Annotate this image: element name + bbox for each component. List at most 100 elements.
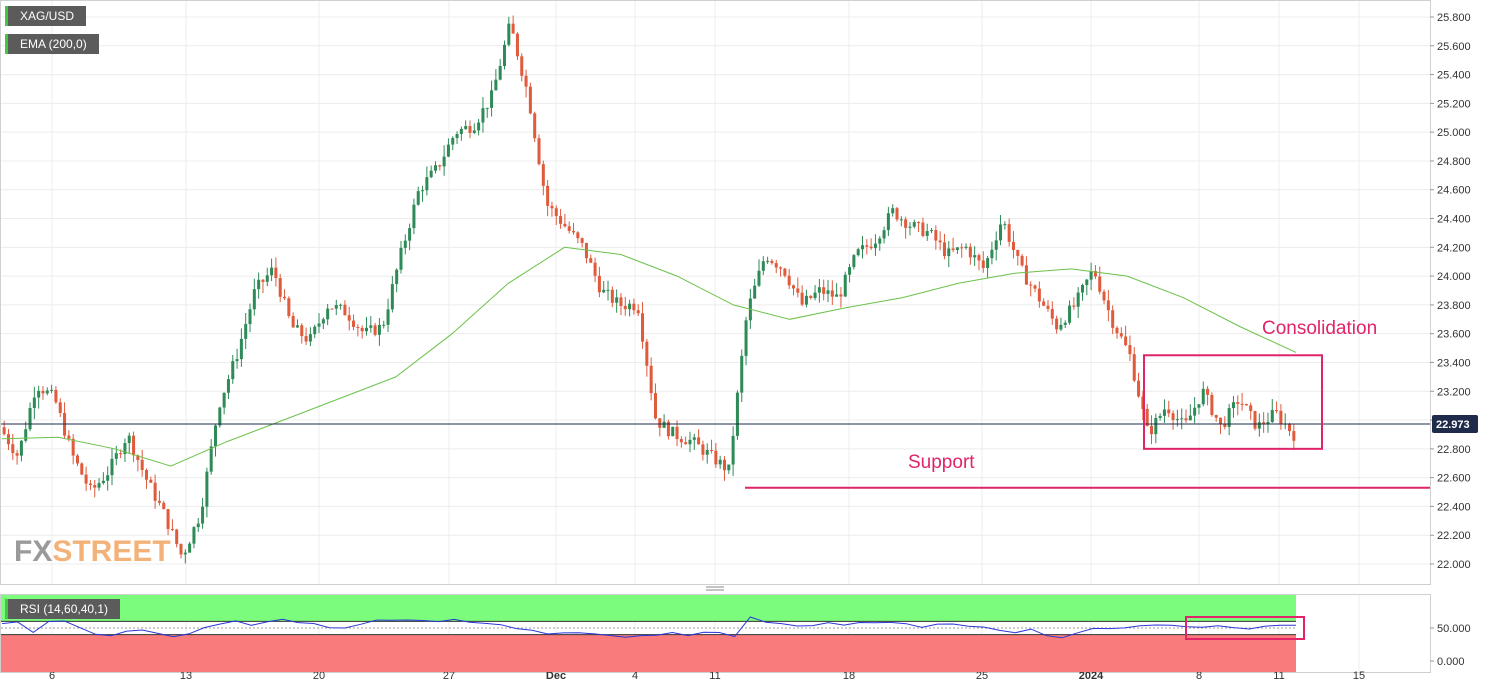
candle-body (257, 279, 261, 290)
candle-body (1184, 418, 1188, 421)
candle-body (132, 435, 136, 456)
candle-body (75, 455, 79, 464)
candle-body (1197, 404, 1201, 408)
candle-body (1063, 322, 1067, 325)
candle-body (494, 79, 498, 91)
candle-body (843, 274, 847, 297)
candle-body (653, 393, 657, 419)
symbol-tag[interactable]: XAG/USD (5, 6, 87, 26)
candle-body (787, 275, 791, 286)
candle-body (498, 66, 502, 80)
candle-body (666, 421, 670, 437)
candle-body (468, 126, 472, 133)
rsi-line (1, 616, 1296, 639)
candle-body (895, 208, 899, 220)
candle-body (830, 290, 834, 297)
candle-body (377, 324, 381, 335)
candle-body (205, 471, 209, 507)
candle-body (796, 288, 800, 293)
candle-body (196, 523, 200, 528)
candle-body (839, 294, 843, 297)
candle-body (537, 138, 541, 165)
candle-body (1201, 388, 1205, 405)
candle-body (317, 323, 321, 327)
candle-body (1158, 415, 1162, 418)
candle-body (593, 262, 597, 276)
candle-body (1046, 305, 1050, 309)
rsi-tag[interactable]: RSI (14,60,40,1) (5, 599, 121, 619)
candle-body (183, 552, 187, 555)
candle-body (735, 392, 739, 436)
candle-body (321, 319, 325, 324)
current-price-label: 22.973 (1436, 419, 1470, 431)
rsi-tick-label: 50.000 (1437, 623, 1471, 635)
candle-body (101, 480, 105, 484)
candle-body (1206, 388, 1210, 395)
candle-body (606, 289, 610, 291)
candle-body (714, 450, 718, 465)
candle-body (770, 260, 774, 264)
price-tick-label: 23.800 (1437, 300, 1471, 312)
candle-body (942, 242, 946, 257)
candle-body (1188, 415, 1192, 421)
candle-body (912, 222, 916, 227)
candle-body (1068, 305, 1072, 323)
candle-body (179, 544, 183, 555)
candle-body (11, 444, 15, 454)
candle-body (403, 240, 407, 248)
candle-body (1223, 423, 1227, 427)
rsi-consolidation-box (1185, 616, 1305, 640)
candle-body (1193, 407, 1197, 416)
candle-body (274, 267, 278, 279)
candle-body (67, 435, 71, 439)
candle-body (623, 306, 627, 310)
candle-body (1102, 291, 1106, 301)
candle-body (951, 248, 955, 251)
candle-body (567, 226, 571, 231)
candle-body (412, 204, 416, 229)
candle-body (1231, 402, 1235, 409)
candle-body (201, 506, 205, 524)
candle-body (175, 529, 179, 545)
candle-body (649, 365, 653, 394)
candle-body (19, 440, 23, 456)
candle-body (459, 128, 463, 135)
candle-body (1042, 301, 1046, 306)
candle-body (144, 469, 149, 480)
candle-body (679, 439, 683, 443)
candle-body (891, 208, 895, 214)
support-label: Support (908, 452, 975, 473)
candle-body (563, 223, 567, 227)
candle-body (1007, 224, 1011, 242)
candle-body (977, 255, 981, 261)
x-tick-label: 25 (976, 670, 988, 682)
candle-body (32, 397, 36, 408)
candle-body (114, 453, 118, 459)
price-tick-label: 25.400 (1437, 70, 1471, 82)
ema-line (1, 246, 1297, 467)
candle-body (265, 275, 269, 282)
candle-body (999, 224, 1003, 241)
candle-body (761, 261, 765, 271)
candle-body (1167, 409, 1171, 414)
candle-body (718, 459, 722, 465)
ema-tag[interactable]: EMA (200,0) (5, 34, 99, 54)
candle-body (235, 359, 239, 362)
x-tick-label: 11 (709, 670, 720, 682)
candle-body (352, 320, 356, 327)
candle-body (973, 255, 977, 258)
candle-body (1292, 431, 1296, 441)
x-tick-label: 8 (1196, 670, 1202, 682)
current-price-tag (1432, 414, 1478, 433)
candle-body (658, 418, 662, 428)
candle-body (1141, 396, 1145, 409)
candle-body (804, 295, 808, 305)
x-tick-label: 18 (843, 670, 855, 682)
candle-body (41, 390, 45, 394)
consolidation-box (1143, 354, 1323, 450)
candle-body (1210, 394, 1214, 415)
candle-body (291, 315, 295, 328)
candle-body (188, 543, 192, 553)
candle-body (636, 310, 640, 314)
candle-body (222, 392, 226, 408)
